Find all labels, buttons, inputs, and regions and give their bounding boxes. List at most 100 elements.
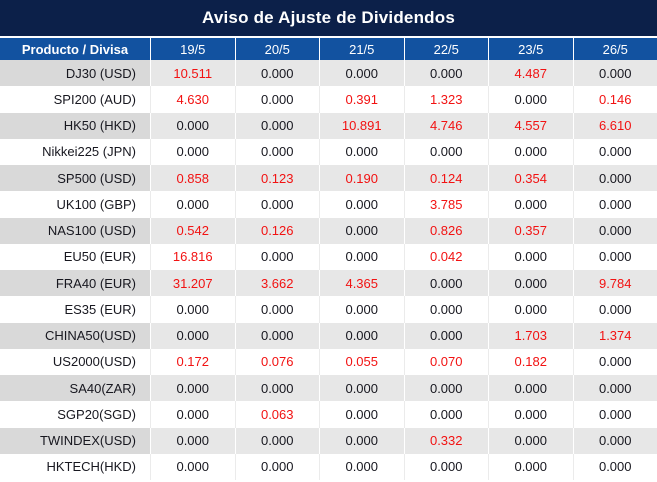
table-header-row: Producto / Divisa 19/5 20/5 21/5 22/5 23/5 26… (0, 38, 657, 60)
dividend-value: 0.000 (488, 243, 573, 270)
table-row: SGP20(SGD) 0.000 0.063 0.000 0.000 0.000 0.000 (0, 401, 657, 428)
dividend-value: 0.000 (150, 138, 235, 165)
product-label: ES35 (EUR) (64, 301, 136, 317)
table-row: SP500 (USD) 0.858 0.123 0.190 0.124 0.354 0.00… (0, 165, 657, 192)
table-row: HKTECH(HKD) 0.000 0.000 0.000 0.000 0.000 0.00… (0, 453, 657, 480)
product-label: CHINA50(USD) (0, 322, 150, 349)
dividend-value: 0.000 (403, 60, 489, 87)
dividend-value: 0.000 (488, 296, 573, 323)
dividend-value: 9.784 (572, 270, 657, 297)
dividend-value: 0.000 (572, 296, 657, 323)
dividend-value: 0.000 (234, 191, 320, 218)
product-label: EU50 (EUR) (63, 249, 136, 265)
product-label: SP500 (USD) (0, 165, 150, 192)
dividend-value: 16.816 (150, 243, 235, 270)
dividend-value: 0.000 (488, 427, 573, 454)
dividend-value: 3.662 (234, 270, 320, 297)
dividend-value: 0.332 (403, 427, 489, 454)
dividend-value: 0.000 (319, 322, 404, 349)
dividend-value: 0.000 (572, 427, 657, 454)
dividend-value: 0.000 (488, 453, 573, 480)
dividend-value: 0.391 (319, 86, 404, 113)
product-label: HKTECH(HKD) (46, 459, 136, 475)
dividend-value: 0.126 (234, 217, 320, 244)
page-title: Aviso de Ajuste de Dividendos (202, 8, 455, 27)
dividend-value: 0.000 (572, 217, 657, 244)
product-label: NAS100 (USD) (0, 217, 150, 244)
dividend-value: 0.000 (150, 112, 235, 139)
dividend-value: 0.000 (150, 401, 235, 428)
dividend-value: 0.858 (150, 165, 235, 192)
product-label: SGP20(SGD) (57, 406, 136, 422)
table-row: UK100 (GBP) 0.000 0.000 0.000 3.785 0.000 0.00… (0, 191, 657, 218)
dividend-value: 0.172 (150, 348, 235, 375)
dividend-value: 0.000 (150, 453, 235, 480)
title-bar: Aviso de Ajuste de Dividendos (0, 0, 657, 38)
dividend-value: 0.000 (488, 270, 573, 297)
dividend-value: 0.000 (572, 401, 657, 428)
table-row: ES35 (EUR) 0.000 0.000 0.000 0.000 0.000 0.000 (0, 296, 657, 323)
dividend-value: 0.000 (150, 296, 235, 323)
product-label: SPI200 (AUD) (53, 91, 136, 107)
table-row: TWINDEX(USD) 0.000 0.000 0.000 0.332 0.000 0.0… (0, 427, 657, 454)
dividend-value: 0.000 (403, 375, 489, 402)
dividend-value: 6.610 (572, 112, 657, 139)
column-header-date-20-5: 20/5 (234, 38, 320, 60)
dividend-value: 0.000 (234, 86, 320, 113)
dividend-value: 0.000 (403, 322, 489, 349)
column-header-product: Producto / Divisa (21, 41, 129, 57)
product-label: HK50 (HKD) (0, 112, 150, 139)
dividend-value: 0.000 (403, 296, 489, 323)
dividend-value: 0.000 (488, 375, 573, 402)
dividend-value: 0.000 (488, 138, 573, 165)
dividend-value: 0.000 (234, 60, 320, 87)
column-header-date-19-5: 19/5 (150, 38, 235, 60)
dividend-value: 0.354 (488, 165, 573, 192)
product-label: US2000(USD) (52, 354, 136, 370)
dividend-value: 0.000 (403, 453, 489, 480)
dividend-value: 10.891 (319, 112, 404, 139)
dividend-value: 0.076 (234, 348, 320, 375)
table-row: SA40(ZAR) 0.000 0.000 0.000 0.000 0.000 0.000 (0, 375, 657, 402)
table-row: DJ30 (USD) 10.511 0.000 0.000 0.000 4.487 0.00… (0, 60, 657, 87)
table-row: Nikkei225 (JPN) 0.000 0.000 0.000 0.000 0.000… (0, 138, 657, 165)
dividend-value: 1.323 (403, 86, 489, 113)
table-row: NAS100 (USD) 0.542 0.126 0.000 0.826 0.357 0.0… (0, 217, 657, 244)
dividend-value: 0.000 (319, 138, 404, 165)
dividend-value: 0.146 (572, 86, 657, 113)
dividend-value: 0.000 (319, 401, 404, 428)
dividend-value: 0.000 (403, 270, 489, 297)
dividend-value: 0.000 (319, 191, 404, 218)
dividend-value: 4.557 (488, 112, 573, 139)
product-label: DJ30 (USD) (0, 60, 150, 87)
dividend-value: 0.000 (319, 60, 404, 87)
product-label: FRA40 (EUR) (0, 270, 150, 297)
dividend-value: 31.207 (150, 270, 235, 297)
table-row: EU50 (EUR) 16.816 0.000 0.000 0.042 0.000 0.00… (0, 243, 657, 270)
dividend-value: 0.000 (488, 86, 573, 113)
dividend-value: 0.000 (234, 138, 320, 165)
dividend-value: 1.703 (488, 322, 573, 349)
dividend-value: 0.000 (150, 375, 235, 402)
dividend-value: 4.746 (403, 112, 489, 139)
table-row: FRA40 (EUR) 31.207 3.662 4.365 0.000 0.000 9.7… (0, 270, 657, 297)
dividend-value: 0.000 (572, 348, 657, 375)
dividend-value: 0.000 (234, 375, 320, 402)
dividend-value: 0.000 (319, 375, 404, 402)
dividend-value: 0.000 (234, 296, 320, 323)
dividend-value: 0.000 (572, 138, 657, 165)
dividend-value: 0.357 (488, 217, 573, 244)
dividend-value: 0.063 (234, 401, 320, 428)
dividend-value: 1.374 (572, 322, 657, 349)
table-body: DJ30 (USD) 10.511 0.000 0.000 0.000 4.487 0.00… (0, 60, 657, 480)
dividend-value: 0.000 (319, 296, 404, 323)
dividend-value: 0.070 (403, 348, 489, 375)
dividend-value: 0.000 (319, 217, 404, 244)
table-row: US2000(USD) 0.172 0.076 0.055 0.070 0.182 0.00… (0, 348, 657, 375)
dividend-value: 4.365 (319, 270, 404, 297)
dividend-value: 0.826 (403, 217, 489, 244)
dividend-value: 0.000 (234, 427, 320, 454)
dividend-value: 0.000 (234, 322, 320, 349)
dividend-value: 0.542 (150, 217, 235, 244)
